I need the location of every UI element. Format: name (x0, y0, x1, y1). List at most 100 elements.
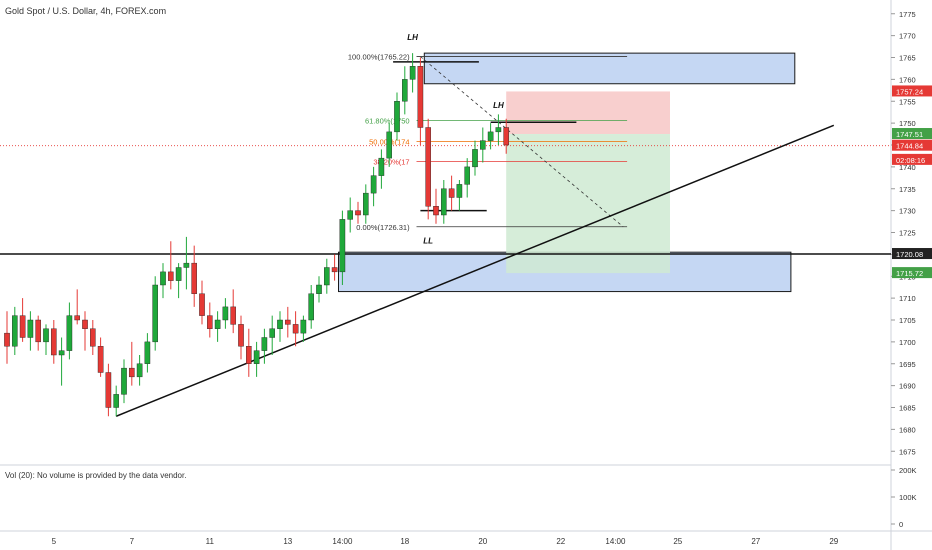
candle-body[interactable] (300, 319, 307, 334)
candle-body[interactable] (43, 328, 49, 343)
candle-body[interactable] (19, 315, 26, 338)
fib-level-label: 38.20%(17 (373, 158, 409, 167)
take-profit-area[interactable] (506, 134, 670, 274)
candle-body[interactable] (316, 284, 322, 294)
candle-body[interactable] (230, 306, 237, 325)
x-tick-label: 11 (206, 537, 215, 546)
y-tick-label: 1680 (899, 425, 916, 434)
ascending-trend-line[interactable] (115, 124, 835, 417)
y-tick-label: 1695 (899, 360, 916, 369)
candle-body[interactable] (370, 175, 377, 194)
candle-body[interactable] (128, 367, 135, 378)
candle-body[interactable] (206, 315, 213, 329)
candle-body[interactable] (253, 350, 260, 364)
candle-body[interactable] (409, 66, 416, 80)
candle-body[interactable] (363, 192, 369, 216)
candle-body[interactable] (394, 101, 400, 133)
candle-body[interactable] (417, 66, 424, 128)
price-badge-label: 1747.51 (896, 130, 923, 139)
candle-body[interactable] (175, 267, 182, 281)
candle-body[interactable] (144, 341, 151, 364)
candle-body[interactable] (456, 184, 463, 198)
swing-annotation: LH (407, 33, 418, 42)
price-badge-label: 1720.08 (896, 250, 923, 259)
candle-body[interactable] (378, 157, 385, 176)
x-tick-label: 14:00 (332, 537, 353, 546)
x-tick-label: 18 (400, 537, 409, 546)
candle-body[interactable] (66, 315, 73, 351)
chart-title: Gold Spot / U.S. Dollar, 4h, FOREX.com (5, 6, 166, 16)
y-tick-label: 1675 (899, 447, 916, 456)
candle-body[interactable] (191, 262, 198, 294)
candle-body[interactable] (113, 394, 119, 408)
candle-body[interactable] (261, 337, 268, 351)
swing-annotation: LH (493, 101, 504, 110)
candle-body[interactable] (152, 284, 159, 343)
candle-body[interactable] (183, 262, 190, 268)
candle-body[interactable] (425, 127, 432, 207)
candle-body[interactable] (121, 367, 127, 395)
candle-body[interactable] (487, 131, 494, 141)
candle-body[interactable] (386, 131, 393, 159)
x-tick-label: 5 (52, 537, 57, 546)
supply-zone[interactable] (423, 52, 796, 85)
candle-body[interactable] (269, 328, 276, 338)
candle-body[interactable] (277, 319, 283, 329)
candle-body[interactable] (495, 127, 502, 133)
candle-body[interactable] (339, 219, 346, 273)
price-badge-label: 02:08:16 (896, 156, 925, 165)
candle-body[interactable] (402, 79, 408, 102)
candle-body[interactable] (35, 319, 41, 343)
x-tick-label: 25 (673, 537, 682, 546)
candle-body[interactable] (285, 319, 291, 325)
candle-body[interactable] (89, 328, 96, 347)
y-tick-label: 1725 (899, 229, 916, 238)
candle-body[interactable] (324, 267, 330, 286)
candle-body[interactable] (245, 346, 252, 364)
candle-body[interactable] (136, 363, 143, 378)
candle-body[interactable] (503, 127, 510, 146)
candle-body[interactable] (4, 332, 10, 347)
candle-body[interactable] (222, 306, 229, 321)
y-tick-label: 1710 (899, 294, 916, 303)
candle-body[interactable] (472, 149, 478, 168)
price-badge-label: 1757.24 (896, 87, 923, 96)
price-badge (892, 139, 932, 151)
price-badge (892, 267, 932, 279)
candle-body[interactable] (464, 166, 471, 185)
candle-body[interactable] (347, 210, 354, 220)
fib-level-label: 61.80%(1750 (365, 117, 410, 126)
y-tick-label: 1735 (899, 185, 916, 194)
price-badge (892, 128, 932, 140)
x-tick-label: 20 (478, 537, 487, 546)
x-tick-label: 7 (130, 537, 135, 546)
candle-body[interactable] (308, 293, 315, 321)
candle-body[interactable] (58, 350, 65, 356)
candle-body[interactable] (105, 372, 112, 408)
candle-body[interactable] (433, 206, 439, 216)
candle-body[interactable] (480, 140, 486, 150)
candle-body[interactable] (292, 324, 299, 334)
candle-body[interactable] (74, 315, 80, 321)
fib-level-label: 0.00%(1726.31) (356, 223, 410, 232)
candle-body[interactable] (11, 315, 18, 347)
candle-body[interactable] (27, 319, 34, 338)
candle-body[interactable] (51, 328, 57, 356)
y-tick-label: 1770 (899, 32, 916, 41)
candle-body[interactable] (238, 324, 244, 347)
candle-body[interactable] (355, 210, 361, 216)
candle-body[interactable] (160, 271, 166, 286)
candle-body[interactable] (441, 188, 447, 216)
candle-body[interactable] (97, 346, 104, 373)
candle-body[interactable] (331, 267, 338, 273)
price-badge (892, 85, 932, 97)
stop-loss-area[interactable] (506, 91, 670, 135)
candle-body[interactable] (167, 271, 174, 281)
candle-body[interactable] (82, 319, 88, 329)
y-tick-label: 1755 (899, 97, 916, 106)
candle-body[interactable] (448, 188, 455, 198)
candle-body[interactable] (199, 293, 205, 316)
candle-body[interactable] (214, 319, 221, 329)
fib-trend-line[interactable] (420, 56, 624, 228)
